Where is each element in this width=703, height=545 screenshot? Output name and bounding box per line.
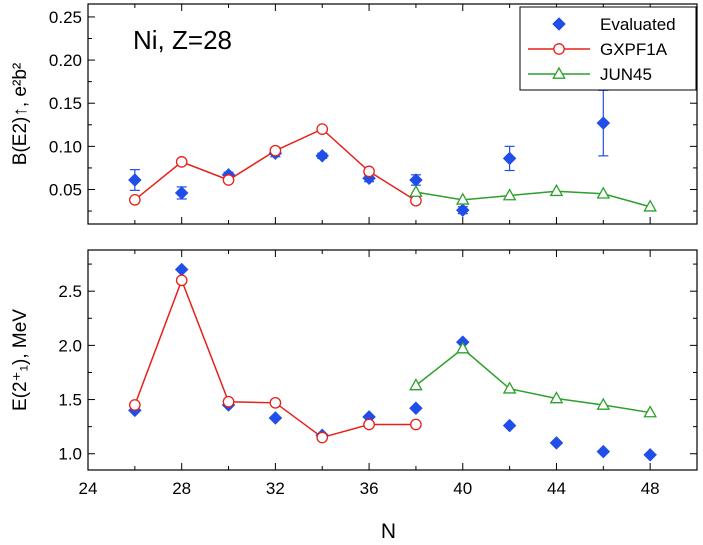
data-point-jun45 xyxy=(549,183,564,197)
legend-label-gxpf1a: GXPF1A xyxy=(600,40,668,59)
y-tick-label: 1.0 xyxy=(58,445,82,464)
y-tick-label: 0.20 xyxy=(49,51,82,70)
data-point-jun45 xyxy=(596,397,611,410)
data-point-gxpf1a xyxy=(128,399,141,411)
legend: Evaluated GXPF1A JUN45 xyxy=(519,6,697,91)
data-point-gxpf1a xyxy=(175,274,188,287)
data-point-jun45 xyxy=(643,199,657,212)
legend-marker-evaluated xyxy=(552,17,566,31)
legend-label-jun45: JUN45 xyxy=(600,65,652,84)
data-point-evaluated xyxy=(596,116,611,130)
data-point-jun45 xyxy=(549,391,564,404)
data-point-jun45 xyxy=(596,186,611,199)
x-tick-label: 28 xyxy=(172,479,191,498)
data-point-gxpf1a xyxy=(269,144,282,157)
panel-annotation: Ni, Z=28 xyxy=(133,25,232,55)
data-point-evaluated xyxy=(127,173,142,187)
y-axis-label: B(E2)↑, e²b² xyxy=(10,63,31,165)
top-panel: 0.05 0.10 0.15 0.20 0.25 B(E2)↑, e²b² Ni, Z=28 xyxy=(10,3,698,225)
y-tick-label: 0.05 xyxy=(49,180,82,199)
y-tick-label: 2.0 xyxy=(58,336,82,355)
data-point-gxpf1a xyxy=(316,431,329,444)
legend-marker-jun45 xyxy=(552,66,566,79)
data-point-evaluated xyxy=(502,418,517,433)
data-point-evaluated xyxy=(268,411,283,425)
data-point-gxpf1a xyxy=(316,123,329,135)
data-point-evaluated xyxy=(409,173,423,187)
y-tick-label: 0.15 xyxy=(49,94,82,113)
x-tick-label: 24 xyxy=(79,479,98,498)
data-point-gxpf1a xyxy=(222,395,235,408)
data-point-evaluated xyxy=(455,203,470,218)
x-tick-label: 40 xyxy=(453,479,472,498)
data-point-gxpf1a xyxy=(410,194,422,207)
data-point-jun45 xyxy=(409,378,423,391)
plot-frame xyxy=(87,3,698,225)
series-line-jun45 xyxy=(415,190,651,208)
data-point-evaluated xyxy=(596,444,611,459)
data-point-evaluated xyxy=(174,262,189,277)
data-point-jun45 xyxy=(502,188,517,201)
data-point-gxpf1a xyxy=(175,156,188,168)
data-point-gxpf1a xyxy=(222,174,235,186)
data-point-evaluated xyxy=(174,186,189,200)
data-point-jun45 xyxy=(409,184,423,197)
data-point-gxpf1a xyxy=(363,165,375,178)
series-line-jun45 xyxy=(415,347,651,414)
y-tick-label: 2.5 xyxy=(58,282,82,301)
x-tick-label: 44 xyxy=(547,479,566,498)
data-point-jun45 xyxy=(455,341,470,354)
data-point-gxpf1a xyxy=(410,418,422,431)
data-point-gxpf1a xyxy=(128,193,141,206)
x-tick-label: 48 xyxy=(641,479,660,498)
data-point-evaluated xyxy=(409,401,423,416)
x-tick-label: 32 xyxy=(266,479,285,498)
data-point-evaluated xyxy=(502,151,517,166)
legend-label-evaluated: Evaluated xyxy=(600,15,676,34)
y-tick-label: 0.10 xyxy=(49,137,82,156)
x-axis-label: N xyxy=(381,520,396,543)
data-point-evaluated xyxy=(315,148,330,163)
bottom-panel: 24 28 32 36 40 44 48 1.0 1.5 2.0 2.5 E(2⁺₁), MeV N xyxy=(10,249,698,543)
data-point-jun45 xyxy=(643,405,657,418)
plot-frame xyxy=(87,249,698,471)
y-tick-label: 0.25 xyxy=(49,8,82,27)
x-tick-label: 36 xyxy=(360,479,379,498)
legend-marker-gxpf1a xyxy=(553,43,565,55)
y-axis-label: E(2⁺₁), MeV xyxy=(10,309,31,411)
data-point-gxpf1a xyxy=(363,418,375,431)
data-point-jun45 xyxy=(502,381,517,394)
data-point-jun45 xyxy=(455,192,470,205)
data-point-gxpf1a xyxy=(269,396,282,409)
y-tick-label: 1.5 xyxy=(58,391,82,410)
data-point-evaluated xyxy=(643,447,658,462)
data-point-evaluated xyxy=(549,436,564,450)
